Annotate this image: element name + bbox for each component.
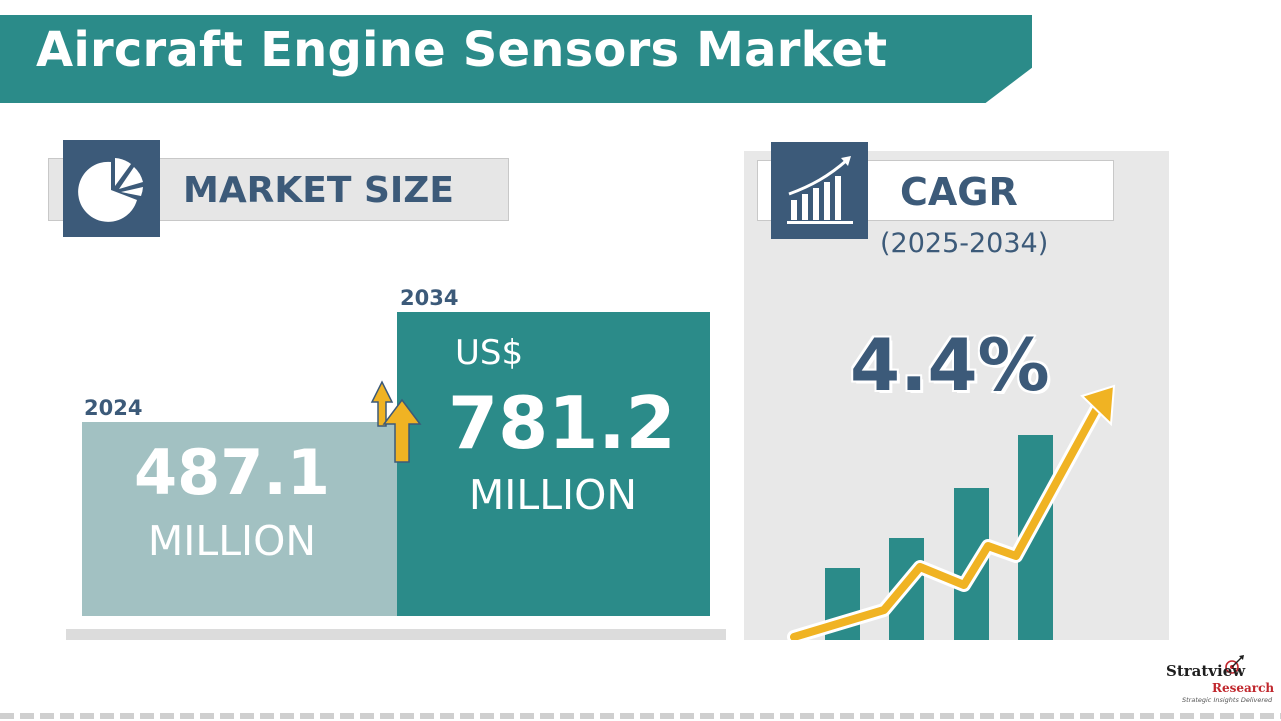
market-size-icon-box: [63, 140, 160, 237]
market-2034-block: [397, 312, 710, 616]
stratview-logo: Stratview Research Strategic Insights De…: [1160, 654, 1278, 704]
cagr-value: 4.4%: [849, 322, 1052, 409]
illustration-arrow-head: [1080, 384, 1116, 427]
logo-sub: Research: [1212, 681, 1275, 695]
cagr-icon-box: [771, 142, 868, 239]
logo-name: Stratview: [1166, 662, 1246, 680]
year-2034-label: 2034: [400, 286, 459, 310]
market-2034-unit: MILLION: [468, 471, 638, 519]
market-2034-currency: US$: [455, 333, 524, 373]
logo-target-icon: [1225, 655, 1244, 674]
page-title: Aircraft Engine Sensors Market: [36, 22, 888, 78]
market-2024-block: [82, 422, 398, 616]
cagr-label: CAGR: [900, 170, 1018, 214]
title-banner: [0, 15, 1032, 103]
year-2024-label: 2024: [84, 396, 143, 420]
market-2024-value: 487.1: [133, 436, 331, 509]
pie-chart-icon: [78, 158, 143, 222]
cagr-growth-illustration: [787, 384, 1116, 640]
market-2034-value: 781.2: [448, 381, 676, 465]
market-size-label: MARKET SIZE: [183, 170, 455, 211]
growth-bar-chart-icon: [787, 156, 853, 224]
logo-tagline: Strategic Insights Delivered: [1182, 696, 1273, 704]
base-shadow: [66, 629, 726, 640]
cagr-period: (2025-2034): [880, 228, 1049, 259]
growth-arrows-icon: [370, 380, 422, 463]
market-2024-unit: MILLION: [147, 517, 317, 565]
bottom-divider: [0, 713, 1281, 719]
